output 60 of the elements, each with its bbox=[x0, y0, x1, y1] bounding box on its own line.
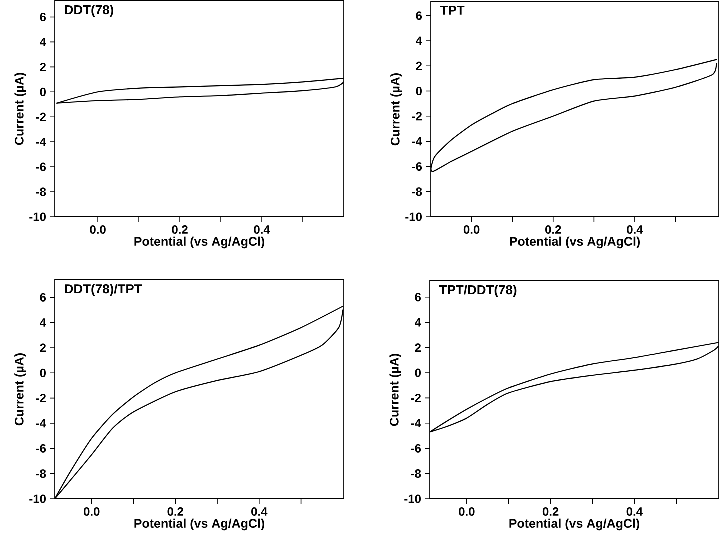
y-tick-label: 4 bbox=[415, 318, 422, 327]
y-tick-label: 2 bbox=[40, 62, 46, 72]
y-tick-label: -10 bbox=[30, 212, 46, 222]
y-tick-label: -2 bbox=[411, 394, 422, 402]
y-tick-label: -8 bbox=[412, 188, 422, 196]
x-axis-title: Potential (vs Ag/AgCl) bbox=[134, 236, 265, 249]
x-tick-label: 0.2 bbox=[172, 226, 188, 234]
x-axis-title: Potential (vs Ag/AgCl) bbox=[510, 236, 640, 249]
y-tick-label: -4 bbox=[411, 419, 422, 428]
y-axis-title: Current (µA) bbox=[14, 354, 26, 426]
x-tick-label: 0.4 bbox=[254, 226, 270, 234]
y-axis-title: Current (µA) bbox=[390, 74, 402, 146]
y-tick-label: 4 bbox=[40, 318, 46, 327]
y-tick-label: 0 bbox=[415, 368, 422, 378]
y-tick-label: -10 bbox=[404, 494, 421, 504]
y-axis-title: Current (µA) bbox=[390, 354, 402, 426]
y-tick-label: 0 bbox=[416, 87, 422, 96]
y-tick-label: -2 bbox=[36, 112, 46, 122]
y-axis-title: Current (µA) bbox=[14, 73, 26, 146]
y-tick-label: -8 bbox=[36, 188, 46, 196]
y-tick-label: -4 bbox=[412, 137, 422, 146]
y-tick-label: -10 bbox=[30, 494, 46, 504]
chart-title: TPT/DDT(78) bbox=[439, 285, 517, 298]
x-tick-label: 0.2 bbox=[546, 226, 562, 234]
y-tick-label: 6 bbox=[415, 293, 422, 302]
y-tick-label: -6 bbox=[412, 162, 422, 171]
y-tick-label: 6 bbox=[40, 12, 46, 22]
x-tick-label: 0.0 bbox=[464, 226, 480, 234]
chart-title: TPT bbox=[440, 6, 465, 15]
x-axis-title: Potential (vs Ag/AgCl) bbox=[510, 518, 640, 531]
y-tick-label: 2 bbox=[416, 62, 422, 70]
y-tick-label: 4 bbox=[416, 36, 422, 46]
x-tick-label: 0.0 bbox=[90, 226, 106, 234]
chart-title: DDT(78)/TPT bbox=[65, 284, 142, 296]
y-tick-label: 0 bbox=[40, 88, 46, 96]
y-tick-label: -4 bbox=[36, 138, 46, 146]
y-tick-label: 6 bbox=[40, 293, 46, 302]
y-tick-label: 2 bbox=[40, 344, 46, 352]
y-tick-label: 4 bbox=[40, 38, 46, 46]
x-tick-label: 0.0 bbox=[84, 508, 100, 516]
y-tick-label: 2 bbox=[415, 344, 422, 352]
y-tick-label: 6 bbox=[416, 12, 422, 20]
y-tick-label: -8 bbox=[36, 470, 46, 478]
y-tick-label: -2 bbox=[36, 394, 46, 402]
x-tick-label: 0.4 bbox=[626, 508, 643, 516]
y-tick-label: -2 bbox=[412, 112, 422, 121]
x-tick-label: 0.4 bbox=[252, 508, 268, 516]
y-tick-label: -8 bbox=[411, 470, 422, 478]
x-tick-label: 0.4 bbox=[627, 226, 644, 234]
chart-title: DDT(78) bbox=[65, 5, 114, 18]
x-tick-label: 0.2 bbox=[168, 508, 184, 516]
x-tick-label: 0.0 bbox=[459, 508, 475, 516]
y-tick-label: -6 bbox=[36, 162, 46, 172]
y-tick-label: -6 bbox=[36, 444, 46, 453]
x-tick-label: 0.2 bbox=[542, 508, 559, 516]
y-tick-label: -4 bbox=[36, 419, 46, 428]
y-tick-label: -10 bbox=[406, 212, 422, 222]
y-tick-label: 0 bbox=[40, 368, 46, 378]
x-axis-title: Potential (vs Ag/AgCl) bbox=[134, 518, 265, 531]
y-tick-label: -6 bbox=[411, 444, 422, 453]
